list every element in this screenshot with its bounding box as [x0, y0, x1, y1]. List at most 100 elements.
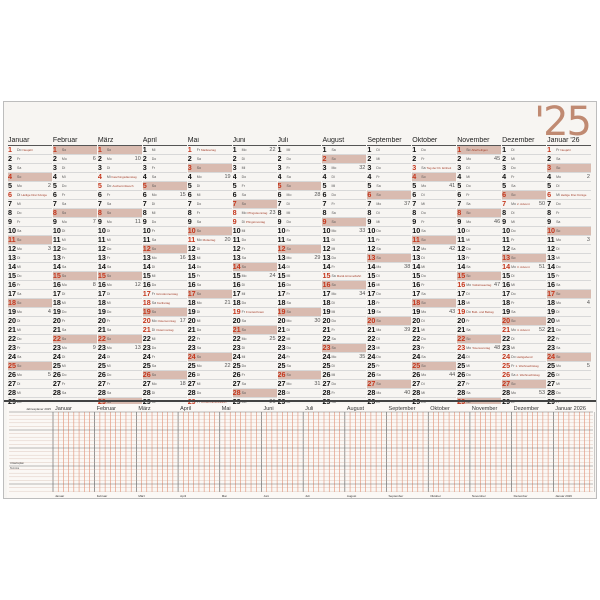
day-number: 26 [322, 371, 331, 379]
day-number: 6 [322, 191, 327, 199]
day-cell: 18Mi [52, 299, 97, 308]
weekday-abbr: So [511, 382, 516, 386]
day-number: 18 [367, 299, 376, 307]
day-number: 14 [367, 263, 376, 271]
day-number: 27 [142, 380, 151, 388]
month-name: Juli [277, 137, 322, 146]
day-cell: 4 Mo 19 [187, 173, 232, 182]
week-number: 2 [47, 183, 51, 189]
day-number: 27 [232, 380, 241, 388]
weekday-abbr: Mo [286, 193, 292, 197]
day-number: 9 [52, 218, 57, 226]
day-number: 4 [277, 173, 282, 181]
day-number: 26 [367, 371, 376, 379]
day-number: 5 [502, 182, 507, 190]
weekday-abbr: Di [286, 391, 290, 395]
day-number: 15 [502, 272, 511, 280]
weekday-abbr: Fr [466, 319, 470, 323]
weekday-abbr: Mo [17, 184, 22, 188]
day-cell: 13Fr [97, 254, 142, 263]
day-cell: 19Di [547, 308, 591, 317]
weekday-abbr: Fr [556, 274, 560, 278]
day-cell: 3 Mi [232, 164, 277, 173]
day-number: 11 [52, 236, 61, 244]
day-cell: 7 Di [277, 200, 322, 209]
day-number: 18 [187, 299, 196, 307]
day-number: 8 [142, 209, 147, 217]
day-number: 22 [457, 335, 466, 343]
day-cell: 20Mi [187, 317, 232, 326]
week-number: 4 [47, 309, 51, 315]
weekday-abbr: So [466, 211, 471, 215]
day-number: 26 [97, 371, 106, 379]
day-cell: 17Do [367, 290, 412, 299]
day-number: 11 [457, 236, 465, 244]
day-cell: 21Fr [322, 326, 367, 335]
day-cell: 14Do [187, 263, 232, 272]
planner-month-label: November [472, 406, 498, 412]
day-number: 15 [8, 272, 16, 280]
day-number: 9 [502, 218, 507, 226]
day-number: 10 [502, 227, 511, 235]
day-number: 9 [412, 218, 417, 226]
day-cell: 1 So [52, 146, 97, 155]
weekday-abbr: Mo [556, 175, 561, 179]
day-number: 17 [547, 290, 556, 298]
day-number: 2 [502, 155, 507, 163]
day-cell: 24Do [367, 353, 412, 362]
day-cell: 2 Mo 6 [52, 155, 97, 164]
weekday-abbr: Do [556, 328, 561, 332]
day-number: 6 [277, 191, 282, 199]
day-cell: 28Di [142, 389, 187, 398]
weekday-abbr: Di [196, 373, 200, 377]
weekday-abbr: Sa [331, 400, 336, 404]
weekday-abbr: Di [17, 193, 21, 197]
weekday-abbr: So [151, 247, 157, 251]
day-number: 15 [142, 272, 151, 280]
day-cell: 20Fr [457, 317, 502, 326]
weekday-abbr: Mo [331, 166, 337, 170]
day-cell: 25Mi [97, 362, 142, 371]
weekday-abbr: Mi [556, 319, 560, 323]
weekday-abbr: Mo [376, 328, 382, 332]
weekday-abbr: Mi [331, 310, 336, 314]
day-number: 16 [547, 281, 556, 289]
day-cell: 28Mi [8, 389, 52, 398]
day-cell: 4 Sa [277, 173, 322, 182]
day-number: 14 [8, 263, 16, 271]
weekday-abbr: Mo [241, 337, 247, 341]
day-cell: 12Do [457, 245, 502, 254]
day-cell: 24So [547, 353, 591, 362]
weekday-abbr: Mi [106, 364, 111, 368]
week-number: 30 [314, 318, 321, 324]
day-number: 2 [8, 155, 12, 163]
weekday-abbr: Fr [17, 220, 21, 224]
day-number: 25 [277, 362, 286, 370]
weekday-abbr: Di [17, 319, 21, 323]
day-number: 3 [547, 164, 552, 172]
weekday-abbr: Fr [241, 184, 245, 188]
day-number: 8 [502, 209, 507, 217]
weekday-abbr: Di [106, 229, 111, 233]
day-number: 7 [412, 200, 417, 208]
weekday-abbr: So [17, 301, 22, 305]
month-column: November 1 SoAllerheiligen 2 Mo 45 3 Di 4 Mi 5 Do 6 F… [457, 137, 502, 416]
weekday-abbr: Sa [376, 310, 381, 314]
day-cell: 22Di [367, 335, 412, 344]
weekday-abbr: Mo [61, 157, 67, 161]
day-cell: 12So [142, 245, 187, 254]
day-number: 9 [232, 218, 237, 226]
day-number: 28 [367, 389, 376, 397]
day-number: 11 [412, 236, 420, 244]
weekday-abbr: Fr [556, 400, 560, 404]
day-number: 24 [322, 353, 331, 361]
day-cell: 24Fr [277, 353, 322, 362]
day-cell: 25Fr [367, 362, 412, 371]
day-cell: 21Mo4. Advent 52 [502, 326, 547, 335]
weekday-abbr: So [376, 382, 381, 386]
day-cell: 12Di [187, 245, 232, 254]
weekday-abbr: Sa [17, 292, 22, 296]
day-number: 22 [97, 335, 106, 343]
weekday-abbr: Do [241, 238, 247, 242]
day-cell: 8 So [52, 209, 97, 218]
